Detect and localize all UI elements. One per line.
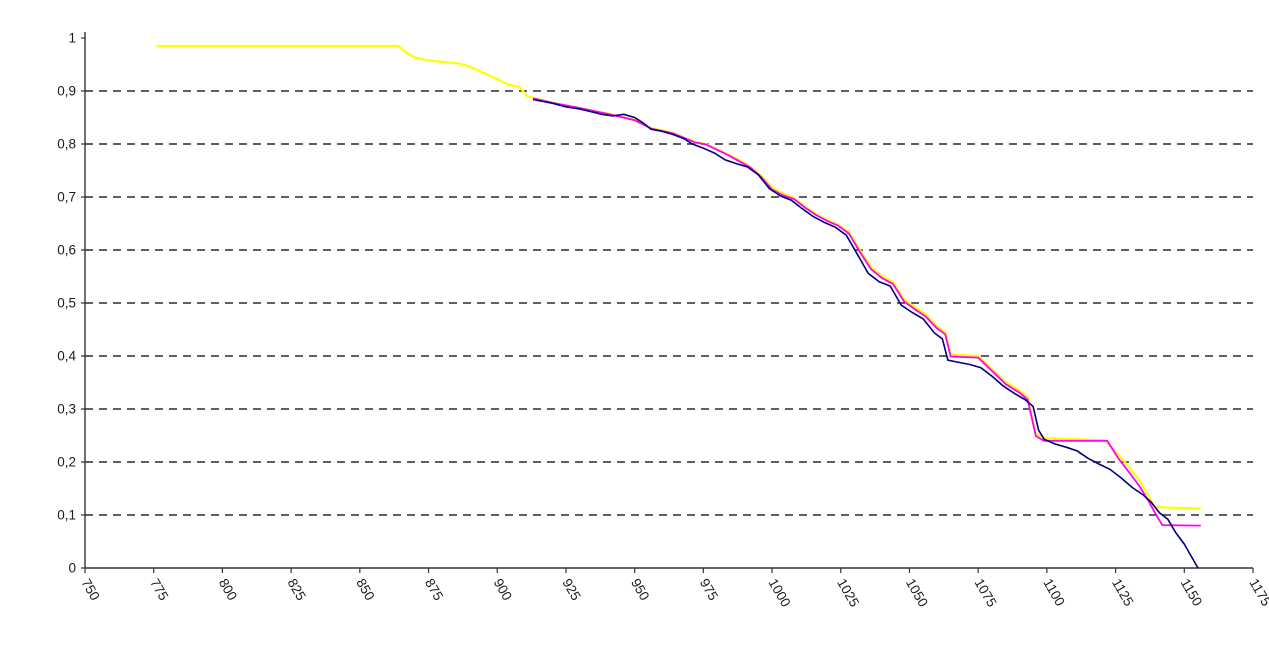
y-tick-label: 0,5 [57, 296, 76, 311]
x-tick-label: 1175 [1246, 576, 1269, 609]
x-tick-label: 775 [147, 576, 171, 603]
x-tick-label: 1025 [834, 576, 862, 610]
y-tick-label: 0,4 [57, 349, 76, 364]
series-magenta-line [532, 97, 1201, 527]
x-tick-label: 1100 [1040, 576, 1068, 609]
y-tick-label: 0,1 [57, 508, 76, 523]
x-tick-label: 750 [78, 576, 102, 603]
y-tick-label: 0,6 [57, 243, 76, 258]
y-tick-label: 0,7 [57, 190, 76, 205]
x-tick-label: 825 [285, 576, 309, 603]
y-tick-label: 0,9 [57, 84, 76, 99]
x-tick-label: 900 [491, 576, 515, 603]
y-tick-label: 0 [68, 561, 76, 576]
x-tick-label: 1150 [1178, 576, 1206, 609]
x-tick-label: 850 [353, 576, 377, 603]
series-navy-line [532, 98, 1199, 569]
x-tick-label: 925 [559, 576, 583, 603]
y-tick-label: 0,3 [57, 402, 76, 417]
y-tick-label: 0,2 [57, 455, 76, 470]
x-tick-label: 975 [697, 576, 721, 603]
x-tick-label: 800 [216, 576, 240, 603]
x-tick-label: 875 [422, 576, 446, 603]
y-tick-label: 0,8 [57, 137, 76, 152]
x-tick-label: 1000 [765, 576, 793, 610]
y-tick-label: 1 [68, 31, 76, 46]
x-tick-label: 1125 [1109, 576, 1137, 609]
x-tick-label: 1075 [972, 576, 1000, 610]
x-tick-label: 950 [628, 576, 652, 603]
x-tick-label: 1050 [903, 576, 931, 610]
